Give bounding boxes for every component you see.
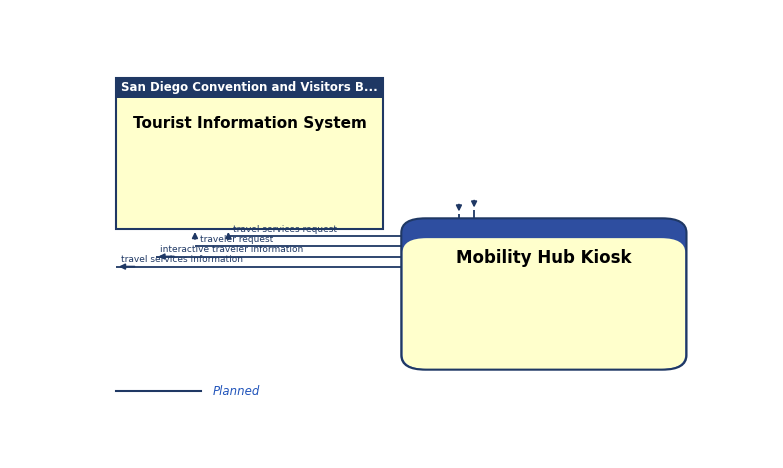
Text: travel services information: travel services information bbox=[121, 256, 243, 264]
Text: travel services request: travel services request bbox=[233, 225, 337, 234]
Bar bbox=[116, 78, 383, 229]
Text: San Diego Convention and Visitors B...: San Diego Convention and Visitors B... bbox=[121, 81, 378, 94]
Text: Mobility Hub Kiosk: Mobility Hub Kiosk bbox=[456, 249, 632, 267]
FancyBboxPatch shape bbox=[402, 218, 687, 370]
Bar bbox=[116, 78, 383, 98]
Text: traveler request: traveler request bbox=[200, 235, 273, 244]
FancyBboxPatch shape bbox=[402, 238, 685, 369]
Text: Tourist Information System: Tourist Information System bbox=[132, 116, 366, 131]
Text: Planned: Planned bbox=[213, 385, 261, 398]
Text: interactive traveler information: interactive traveler information bbox=[161, 245, 304, 255]
